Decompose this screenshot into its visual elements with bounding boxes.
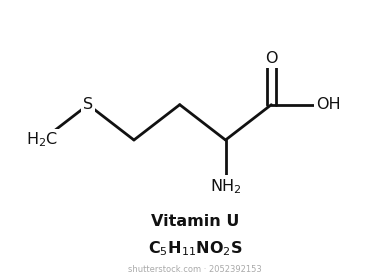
Text: shutterstock.com · 2052392153: shutterstock.com · 2052392153 bbox=[128, 265, 262, 274]
Text: O: O bbox=[265, 51, 278, 66]
Text: H$_2$C: H$_2$C bbox=[26, 131, 58, 149]
Text: Vitamin U: Vitamin U bbox=[151, 214, 239, 229]
Text: OH: OH bbox=[316, 97, 341, 112]
Text: C$_5$H$_{11}$NO$_2$S: C$_5$H$_{11}$NO$_2$S bbox=[147, 239, 243, 258]
Text: S: S bbox=[83, 97, 93, 112]
Text: NH$_2$: NH$_2$ bbox=[210, 177, 241, 195]
